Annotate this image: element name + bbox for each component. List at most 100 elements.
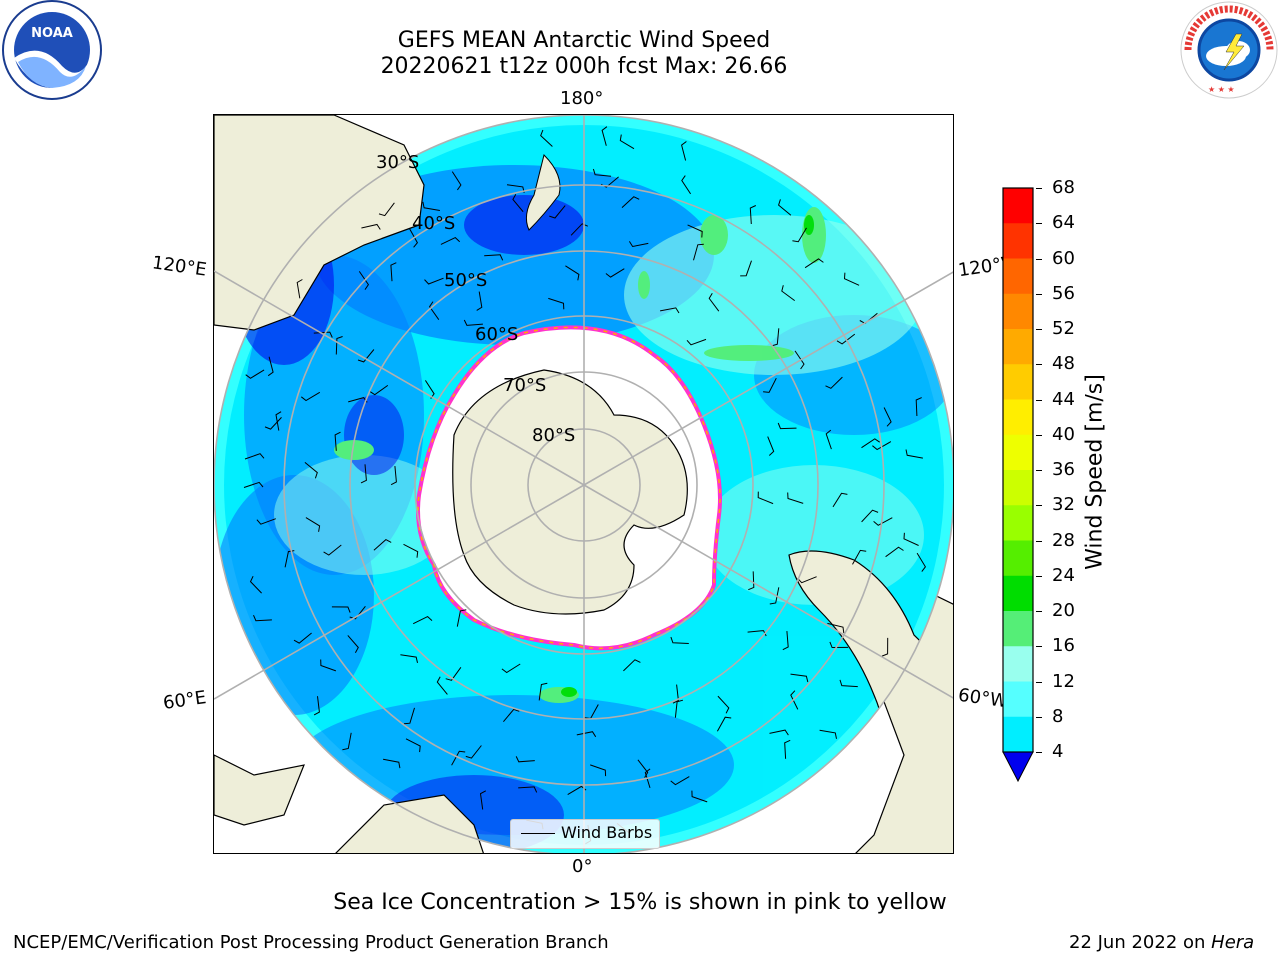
lat-label-30s: 30°S — [376, 152, 420, 173]
wind-barb — [623, 659, 641, 672]
wind-barb — [424, 277, 444, 285]
wind-barb — [769, 587, 780, 605]
wind-barb — [771, 328, 780, 347]
wind-barbs — [243, 126, 927, 845]
colorbar-tick-label: 36 — [1052, 459, 1075, 480]
colorbar-extend-arrow — [1002, 751, 1034, 783]
wind-barb — [331, 606, 351, 613]
nws-logo: ★ ★ ★ — [1180, 1, 1278, 99]
wind-barb — [644, 768, 651, 789]
wind-barb — [794, 350, 805, 370]
wind-barb — [403, 543, 419, 558]
wind-barb — [619, 134, 635, 150]
wind-barb — [782, 631, 789, 651]
wind-barb — [621, 196, 640, 208]
wind-barb — [570, 223, 588, 236]
wind-barb — [357, 349, 375, 363]
footer-date: 22 Jun 2022 on Hera — [1069, 932, 1254, 953]
wind-barb — [885, 546, 904, 558]
polar-map — [213, 114, 954, 854]
wind-barb — [373, 538, 392, 551]
wind-barb — [296, 279, 303, 299]
wind-barb — [903, 532, 919, 546]
colorbar-tick-mark — [1036, 258, 1042, 260]
chart-title: GEFS MEAN Antarctic Wind Speed — [397, 28, 771, 53]
colorbar-segment — [1003, 364, 1033, 400]
wind-barb — [883, 407, 892, 427]
wind-barb — [915, 397, 922, 417]
lat-label-70s: 70°S — [503, 375, 547, 396]
colorbar-tick-mark — [1036, 399, 1042, 401]
wind-barb — [832, 492, 848, 508]
colorbar-tick-label: 64 — [1052, 212, 1075, 234]
wind-barb — [687, 224, 703, 238]
wind-barb — [503, 708, 520, 723]
colorbar-segment — [1003, 399, 1033, 436]
colorbar-tick-label: 20 — [1052, 600, 1075, 621]
wind-barb — [769, 729, 789, 736]
colorbar-tick-mark — [1036, 575, 1042, 577]
wind-barb — [576, 731, 597, 738]
wind-barb — [335, 336, 343, 355]
wind-barb — [792, 227, 807, 243]
wind-barb — [253, 615, 272, 622]
wind-barb — [479, 790, 487, 810]
wind-barb — [778, 199, 792, 216]
wind-barb — [403, 707, 415, 725]
wind-barb — [693, 243, 704, 261]
wind-barb — [861, 509, 879, 523]
wind-barb — [428, 301, 440, 320]
wind-barb — [605, 268, 625, 278]
sea-ice-note: Sea Ice Concentration > 15% is shown in … — [333, 890, 947, 915]
colorbar-tick-mark — [1036, 505, 1042, 507]
wind-barb — [334, 431, 341, 451]
wind-barb — [681, 175, 692, 195]
colorbar-segment — [1003, 611, 1033, 647]
wind-barb — [790, 673, 809, 683]
colorbar-tick-label: 12 — [1052, 670, 1075, 692]
wind-barb — [672, 684, 679, 704]
noaa-logo: NOAA — [2, 0, 102, 100]
lat-label-50s: 50°S — [444, 270, 488, 291]
wind-barb — [686, 338, 707, 346]
wind-barb — [797, 576, 817, 584]
wind-barb — [790, 690, 799, 710]
colorbar-segment — [1003, 681, 1033, 718]
footer-branch: NCEP/EMC/Verification Post Processing Pr… — [13, 932, 609, 953]
wind-barb — [843, 272, 860, 286]
wind-barb — [300, 391, 321, 402]
wind-barb — [390, 262, 397, 282]
wind-barb — [383, 758, 401, 769]
colorbar-tick-label: 52 — [1052, 318, 1075, 339]
wind-barb — [409, 228, 419, 248]
wind-barb — [549, 205, 566, 219]
wind-barb — [873, 517, 893, 526]
wind-barb — [748, 571, 755, 591]
wind-barb — [804, 258, 824, 269]
colorbar-tick-mark — [1036, 329, 1042, 330]
wind-barb — [369, 384, 389, 396]
wind-barb — [243, 481, 264, 488]
colorbar-tick-label: 16 — [1052, 635, 1075, 657]
wind-barb — [463, 319, 483, 326]
footer-date-text: 22 Jun 2022 on — [1069, 932, 1212, 953]
colorbar-label: Wind Speed [m/s] — [1082, 374, 1108, 570]
wind-barb — [347, 635, 359, 654]
lat-label-40s: 40°S — [412, 213, 456, 234]
colorbar-tick-label: 68 — [1052, 177, 1075, 198]
colorbar-tick-mark — [1036, 681, 1042, 683]
lon-label-0: 0° — [572, 856, 593, 877]
wind-barb — [670, 776, 690, 786]
wind-barb — [320, 659, 337, 672]
colorbar-tick-label: 4 — [1052, 741, 1064, 762]
colorbar-tick-label: 48 — [1052, 353, 1075, 375]
wind-barb — [440, 237, 461, 245]
colorbar-segment — [1003, 716, 1033, 753]
wind-barb — [777, 422, 797, 430]
colorbar-segment — [1003, 188, 1033, 224]
colorbar-tick-label: 40 — [1052, 423, 1075, 445]
colorbar-segment — [1003, 434, 1033, 471]
colorbar-tick-mark — [1036, 646, 1042, 648]
wind-barb — [827, 622, 845, 634]
wind-barb — [284, 550, 295, 568]
